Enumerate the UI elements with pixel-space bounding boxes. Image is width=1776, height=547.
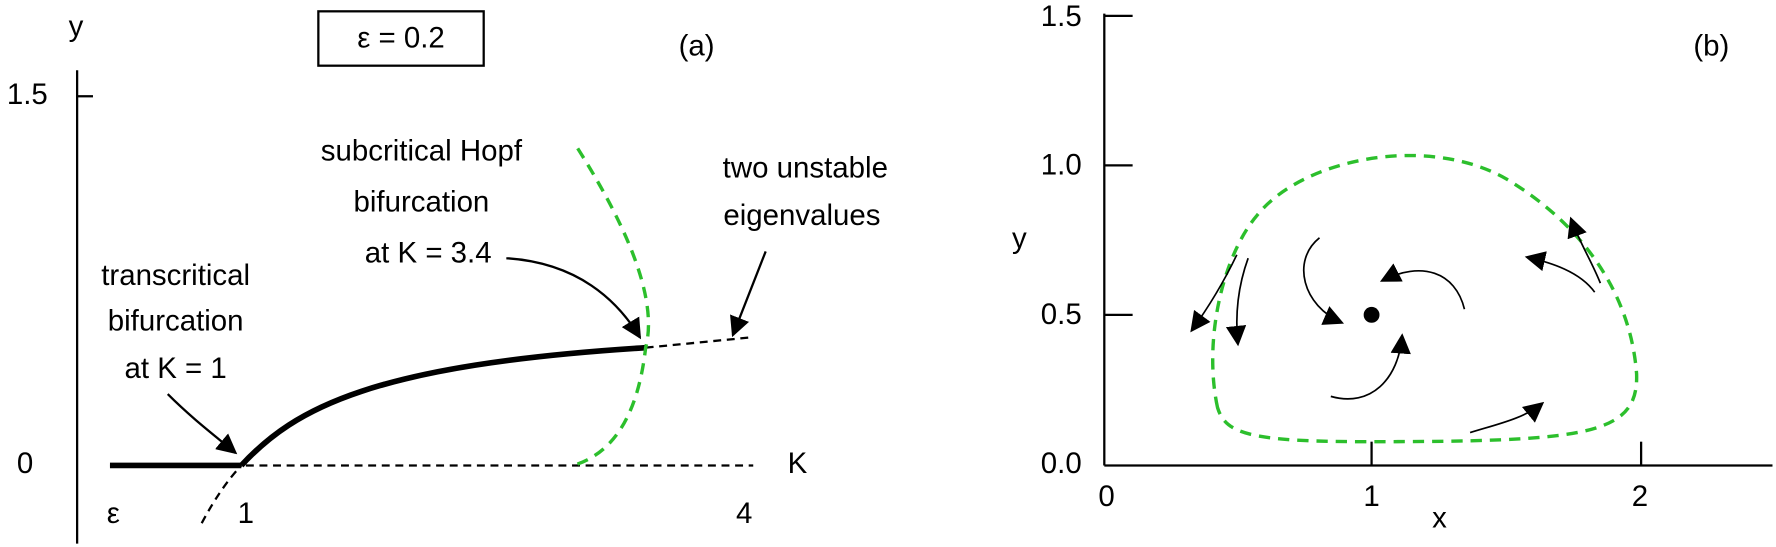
arrow	[1379, 263, 1466, 310]
annotation: subcritical Hopf	[321, 135, 523, 168]
x-tick-label: 1	[1363, 480, 1379, 513]
arrow	[1469, 401, 1545, 434]
y-tick-label: 0.0	[1041, 447, 1082, 480]
panel-b	[1103, 13, 1773, 467]
y-axis-label: y	[1012, 222, 1027, 255]
arrow	[1330, 333, 1411, 400]
arrow	[1567, 216, 1602, 284]
arrow	[1303, 237, 1345, 325]
unstable-cycle	[572, 147, 651, 468]
x-tick-label: ε	[107, 497, 120, 530]
annotation: at K = 3.4	[365, 237, 492, 270]
negative-branch	[200, 464, 243, 524]
arrow	[1190, 254, 1238, 333]
panel-label: (a)	[679, 29, 715, 62]
x-axis-label: K	[788, 447, 808, 480]
x-tick-label: 2	[1632, 480, 1648, 513]
y-tick-label: 0	[17, 447, 33, 480]
y-tick-label: 1.5	[1041, 0, 1082, 33]
x-tick-label: 1	[238, 497, 254, 530]
arrow	[506, 257, 642, 340]
parameter-label: ε = 0.2	[357, 21, 445, 54]
arrow	[1524, 251, 1596, 293]
x-tick-label: 0	[1098, 480, 1114, 513]
annotation: bifurcation	[353, 186, 489, 219]
panel-a	[75, 10, 767, 544]
annotation: eigenvalues	[723, 199, 880, 232]
annotation: transcritical	[101, 259, 250, 292]
arrow	[730, 251, 767, 338]
annotation: bifurcation	[108, 305, 244, 338]
x-tick-label: 4	[736, 497, 752, 530]
x-axis-label: x	[1432, 502, 1447, 535]
stable-branch	[239, 344, 646, 468]
panel-label: (b)	[1693, 29, 1729, 62]
parameter-box	[317, 10, 485, 67]
y-tick-label: 0.5	[1041, 298, 1082, 331]
y-tick-label: 1.0	[1041, 148, 1082, 181]
annotation: at K = 1	[125, 352, 227, 385]
annotation: two unstable	[723, 152, 888, 185]
unstable-limit-cycle	[1211, 153, 1639, 444]
unstable-branch	[645, 336, 750, 349]
y-tick-label: 1.5	[7, 78, 48, 111]
y-axis-label: y	[69, 10, 84, 43]
arrow	[1225, 257, 1249, 347]
arrow	[166, 393, 238, 455]
equilibrium	[1363, 306, 1380, 323]
